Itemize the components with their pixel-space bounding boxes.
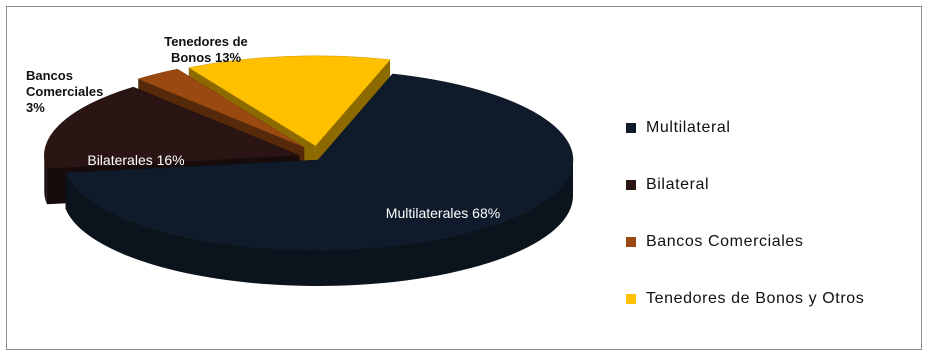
data-label-tenedores-line: Tenedores de (164, 34, 248, 49)
legend-label: Bancos Comerciales (646, 233, 804, 250)
data-label-bilateral: Bilaterales 16% (87, 152, 184, 168)
legend-item-bancos-comerciales: Bancos Comerciales (626, 232, 864, 252)
legend-swatch (626, 123, 636, 133)
legend-label: Tenedores de Bonos y Otros (646, 290, 865, 307)
data-label-multilateral-line: Multilaterales 68% (386, 205, 500, 221)
data-label-bancos-line: Bancos (26, 68, 73, 83)
data-label-bancos-line: 3% (26, 100, 45, 115)
data-label-bancos: Bancos Comerciales 3% (26, 68, 103, 115)
legend-swatch (626, 294, 636, 304)
data-label-tenedores: Tenedores de Bonos 13% (164, 34, 248, 65)
data-label-bilateral-line: Bilaterales 16% (87, 152, 184, 168)
legend-item-multilateral: Multilateral (626, 118, 864, 138)
slice-top-face (137, 68, 305, 148)
legend-item-bilateral: Bilateral (626, 175, 864, 195)
slice-outer-wall (44, 155, 47, 205)
data-label-multilateral: Multilaterales 68% (386, 205, 500, 221)
legend-item-tenedores: Tenedores de Bonos y Otros (626, 289, 864, 309)
slice-top-face (188, 55, 391, 147)
legend-swatch (626, 237, 636, 247)
legend: Multilateral Bilateral Bancos Comerciale… (626, 118, 864, 346)
slice-outer-wall (65, 160, 574, 287)
slice-top-face (44, 86, 300, 169)
data-label-tenedores-line: Bonos 13% (171, 50, 242, 65)
legend-label: Multilateral (646, 119, 731, 136)
legend-label: Bilateral (646, 176, 710, 193)
slice-top-face (65, 73, 574, 251)
legend-swatch (626, 180, 636, 190)
data-label-bancos-line: Comerciales (26, 84, 103, 99)
pie-slice-0 (65, 73, 574, 287)
